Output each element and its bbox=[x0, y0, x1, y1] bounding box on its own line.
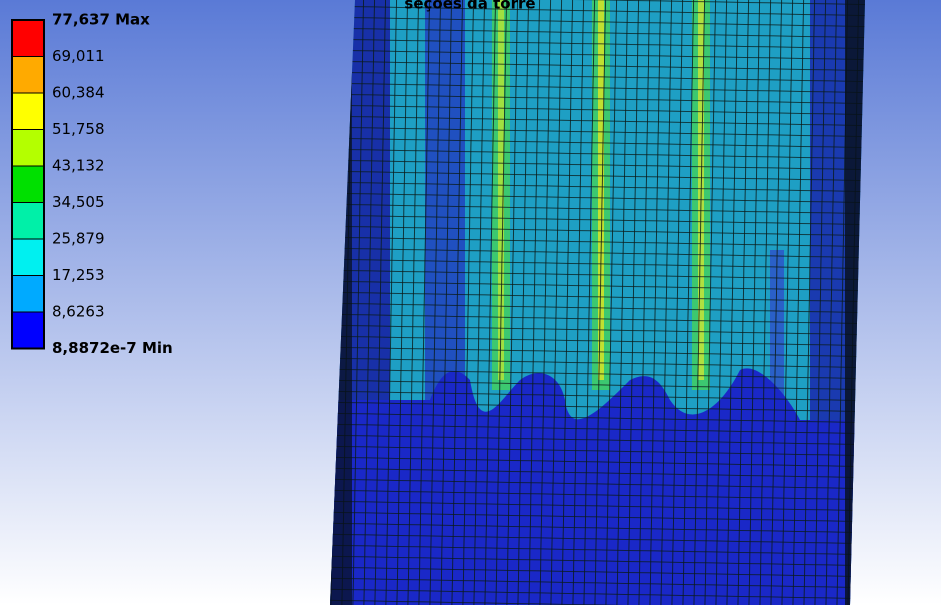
legend-label: 51,758 bbox=[52, 120, 105, 138]
legend-label: 43,132 bbox=[52, 157, 105, 175]
viewport: seções da torre 77,637 Max 69,011 60,384 51… bbox=[0, 0, 941, 605]
legend-label: 60,384 bbox=[52, 84, 105, 102]
legend-band bbox=[12, 57, 44, 94]
legend-band bbox=[12, 20, 44, 57]
legend-band bbox=[12, 312, 44, 349]
legend-band bbox=[12, 276, 44, 313]
legend-label: 69,011 bbox=[52, 47, 105, 65]
legend-band bbox=[12, 166, 44, 203]
legend-band bbox=[12, 93, 44, 130]
legend-band bbox=[12, 239, 44, 276]
legend-label: 8,8872e-7 Min bbox=[52, 339, 173, 357]
title: seções da torre bbox=[404, 0, 535, 13]
legend-band bbox=[12, 203, 44, 240]
legend-label: 17,253 bbox=[52, 266, 105, 284]
legend-label: 34,505 bbox=[52, 193, 105, 211]
legend-label: 25,879 bbox=[52, 230, 105, 248]
mesh-model bbox=[330, 0, 870, 605]
legend-band bbox=[12, 130, 44, 167]
legend-label: 8,6263 bbox=[52, 303, 105, 321]
legend-label: 77,637 Max bbox=[52, 11, 150, 29]
